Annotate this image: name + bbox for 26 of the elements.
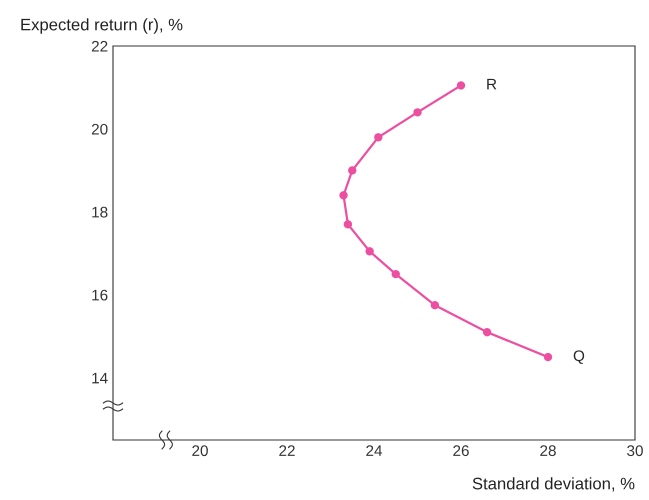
point [456,81,466,90]
x-tick-label: 28 [540,445,556,456]
y-axis-title: Expected return (r), % [21,18,182,34]
x-tick-label: 22 [279,445,295,456]
point [430,301,440,310]
x-axis-title: Standard deviation, % [472,477,634,492]
y-tick-label: 22 [92,40,108,52]
point [344,220,352,229]
y-tick-label: 18 [92,206,108,218]
point [348,166,356,175]
x-tick-label: 20 [192,445,208,456]
point [365,247,374,256]
y-tick-label: 14 [92,372,108,384]
y-tick-label: 16 [92,290,108,301]
x-tick-label: 24 [366,445,382,456]
annotation: R [487,78,496,90]
point [392,270,400,278]
point [374,133,383,142]
y-tick-label: 20 [92,124,108,135]
annotation: Q [574,350,584,364]
point [339,191,348,200]
point [482,328,492,336]
point [544,352,552,362]
point [413,108,422,117]
x-tick-label: 30 [627,445,643,456]
x-tick-label: 26 [453,445,469,456]
